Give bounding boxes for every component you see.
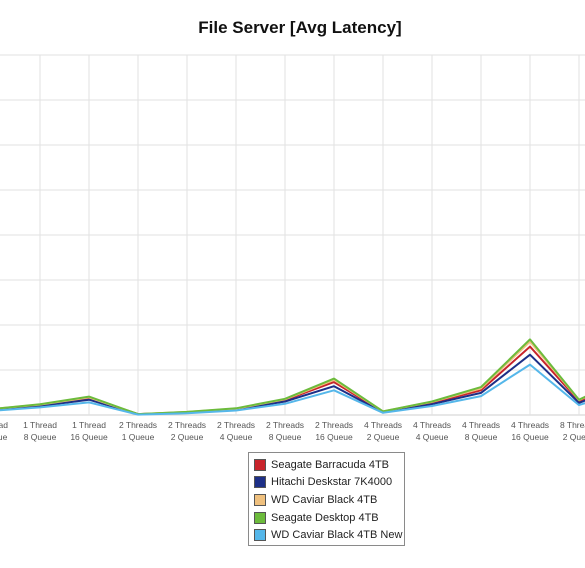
- legend-swatch: [254, 529, 266, 542]
- x-tick-label: 4 Threads 8 Queue: [462, 420, 500, 442]
- x-tick-label: 2 Threads 1 Queue: [119, 420, 157, 442]
- series-line-4: [0, 338, 585, 416]
- x-tick-label: 4 Threads 4 Queue: [413, 420, 451, 442]
- legend-item[interactable]: Hitachi Deskstar 7K4000: [254, 474, 404, 492]
- x-tick-label: 2 Threads 8 Queue: [266, 420, 304, 442]
- x-tick-label: 4 Threads 2 Queue: [364, 420, 402, 442]
- grid: [0, 54, 585, 416]
- series-lines: [0, 338, 585, 416]
- legend: Seagate Barracuda 4TB Hitachi Deskstar 7K…: [248, 452, 405, 546]
- legend-item[interactable]: WD Caviar Black 4TB New: [254, 526, 404, 544]
- legend-swatch: [254, 458, 266, 471]
- legend-label: WD Caviar Black 4TB: [271, 493, 378, 506]
- legend-label: Hitachi Deskstar 7K4000: [271, 476, 393, 489]
- legend-label: Seagate Barracuda 4TB: [271, 458, 390, 471]
- x-tick-label: 4 Threads 16 Queue: [511, 420, 549, 442]
- x-tick-label: 1 Thread 8 Queue: [23, 420, 57, 442]
- series-line-3: [0, 340, 585, 416]
- x-tick-label: 2 Threads 4 Queue: [217, 420, 255, 442]
- legend-label: WD Caviar Black 4TB New: [271, 529, 403, 542]
- x-tick-label: 2 Threads 2 Queue: [168, 420, 206, 442]
- legend-item[interactable]: Seagate Desktop 4TB: [254, 509, 404, 527]
- x-tick-label: 2 Threads 16 Queue: [315, 420, 353, 442]
- series-line-5: [0, 363, 585, 416]
- legend-swatch: [254, 493, 266, 506]
- legend-swatch: [254, 476, 266, 489]
- legend-swatch: [254, 511, 266, 524]
- legend-item[interactable]: Seagate Barracuda 4TB: [254, 456, 404, 474]
- chart-title: File Server [Avg Latency]: [198, 18, 402, 37]
- series-line-2: [0, 353, 585, 416]
- series-line-1: [0, 345, 585, 416]
- legend-item[interactable]: WD Caviar Black 4TB: [254, 491, 404, 509]
- x-tick-label: 1 Thread 16 Queue: [70, 420, 108, 442]
- x-tick-label: 1 Thread4 Queue: [0, 420, 8, 442]
- legend-label: Seagate Desktop 4TB: [271, 511, 379, 524]
